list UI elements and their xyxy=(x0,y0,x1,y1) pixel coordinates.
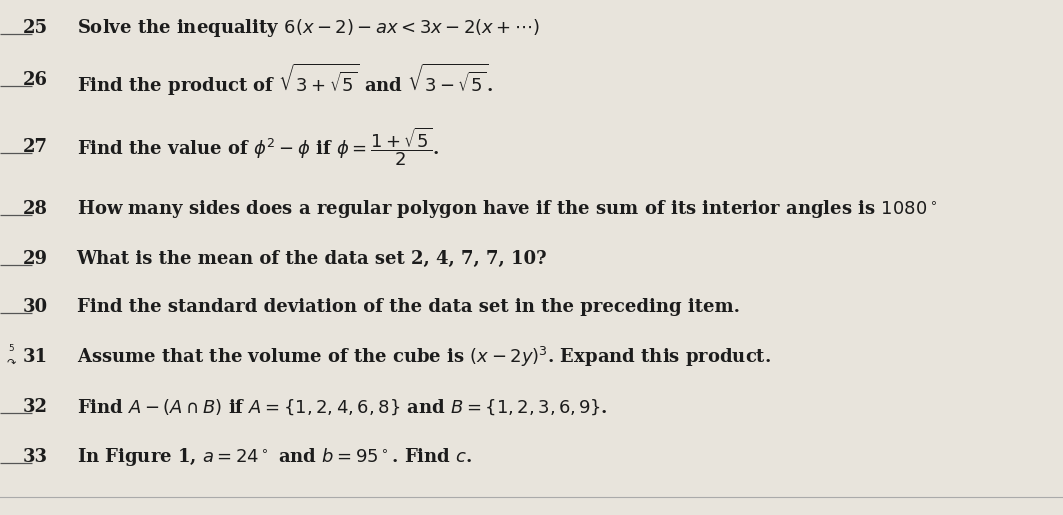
Text: Find $A-(A\cap B)$ if $A = \{1,2,4,6,8\}$ and $B = \{1,2,3,6,9\}$.: Find $A-(A\cap B)$ if $A = \{1,2,4,6,8\}… xyxy=(77,397,607,417)
Text: 27: 27 xyxy=(22,138,48,156)
Text: What is the mean of the data set 2, 4, 7, 7, 10?: What is the mean of the data set 2, 4, 7… xyxy=(77,250,547,267)
Text: 25: 25 xyxy=(22,20,48,37)
Text: In Figure 1, $a = 24^\circ$ and $b = 95^\circ$. Find $c$.: In Figure 1, $a = 24^\circ$ and $b = 95^… xyxy=(77,446,472,468)
Text: 26: 26 xyxy=(22,71,48,89)
Text: 29: 29 xyxy=(22,250,48,267)
Text: Find the standard deviation of the data set in the preceding item.: Find the standard deviation of the data … xyxy=(77,299,740,316)
Text: Find the product of $\sqrt{3+\sqrt{5}}$ and $\sqrt{3-\sqrt{5}}$.: Find the product of $\sqrt{3+\sqrt{5}}$ … xyxy=(77,62,493,98)
Text: 32: 32 xyxy=(22,398,48,416)
Text: Find the value of $\phi^2 - \phi$ if $\phi = \dfrac{1+\sqrt{5}}{2}$.: Find the value of $\phi^2 - \phi$ if $\p… xyxy=(77,126,439,168)
Text: 31: 31 xyxy=(22,348,48,366)
Text: $^5$: $^5$ xyxy=(9,345,15,357)
Text: Solve the inequality $6(x-2)-ax < 3x-2(x+\cdots)$: Solve the inequality $6(x-2)-ax < 3x-2(x… xyxy=(77,18,540,39)
Text: How many sides does a regular polygon have if the sum of its interior angles is : How many sides does a regular polygon ha… xyxy=(77,198,937,219)
Text: 30: 30 xyxy=(22,299,48,316)
Text: $\curvearrowright$: $\curvearrowright$ xyxy=(4,357,17,367)
Text: 33: 33 xyxy=(22,448,48,466)
Text: Assume that the volume of the cube is $(x-2y)^3$. Expand this product.: Assume that the volume of the cube is $(… xyxy=(77,345,771,369)
Text: 28: 28 xyxy=(22,200,48,217)
